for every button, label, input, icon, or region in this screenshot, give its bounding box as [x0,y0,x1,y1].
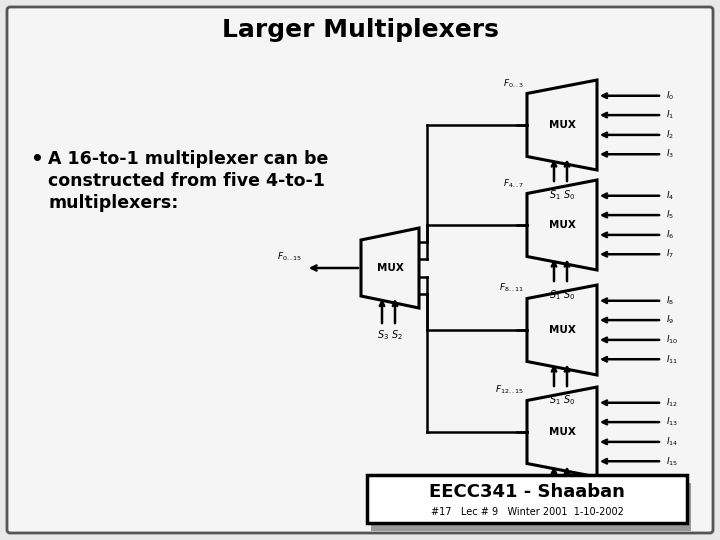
Text: EECC341 - Shaaban: EECC341 - Shaaban [429,483,625,501]
Text: #17   Lec # 9   Winter 2001  1-10-2002: #17 Lec # 9 Winter 2001 1-10-2002 [431,507,624,517]
Text: $I_{13}$: $I_{13}$ [666,416,678,428]
Text: $I_2$: $I_2$ [666,129,674,141]
Text: $I_3$: $I_3$ [666,148,674,160]
FancyBboxPatch shape [7,7,713,533]
Text: $I_9$: $I_9$ [666,314,674,326]
Text: $I_{14}$: $I_{14}$ [666,436,678,448]
Text: $I_7$: $I_7$ [666,248,674,260]
Text: $I_{15}$: $I_{15}$ [666,455,678,468]
Text: MUX: MUX [549,325,575,335]
Text: $S_1$ $S_0$: $S_1$ $S_0$ [549,188,575,202]
Text: $I_5$: $I_5$ [666,209,674,221]
Text: MUX: MUX [549,427,575,437]
Text: $S_1$ $S_0$: $S_1$ $S_0$ [549,393,575,407]
FancyBboxPatch shape [367,475,687,523]
Text: $I_4$: $I_4$ [666,190,675,202]
Text: $I_0$: $I_0$ [666,90,674,102]
Text: $I_{11}$: $I_{11}$ [666,353,678,366]
Text: $F_{12..15}$: $F_{12..15}$ [495,384,524,396]
Text: $I_8$: $I_8$ [666,294,674,307]
Text: $I_1$: $I_1$ [666,109,674,122]
Text: $F_{0..15}$: $F_{0..15}$ [277,251,302,263]
Text: A 16-to-1 multiplexer can be: A 16-to-1 multiplexer can be [48,150,328,168]
Text: MUX: MUX [549,120,575,130]
Text: MUX: MUX [377,263,403,273]
Text: multiplexers:: multiplexers: [48,194,179,212]
Text: $F_{0..3}$: $F_{0..3}$ [503,77,524,90]
Text: $I_{12}$: $I_{12}$ [666,396,678,409]
Text: MUX: MUX [549,220,575,230]
Text: $I_6$: $I_6$ [666,228,675,241]
Text: Larger Multiplexers: Larger Multiplexers [222,18,498,42]
FancyBboxPatch shape [371,483,691,531]
Text: $S_1$ $S_0$: $S_1$ $S_0$ [549,495,575,509]
Text: •: • [30,150,43,169]
Text: constructed from five 4-to-1: constructed from five 4-to-1 [48,172,325,190]
Text: $I_{10}$: $I_{10}$ [666,334,678,346]
Text: $F_{8..11}$: $F_{8..11}$ [499,282,524,294]
Text: $S_1$ $S_0$: $S_1$ $S_0$ [549,288,575,302]
Text: $F_{4..7}$: $F_{4..7}$ [503,177,524,190]
Text: $S_3$ $S_2$: $S_3$ $S_2$ [377,328,403,342]
